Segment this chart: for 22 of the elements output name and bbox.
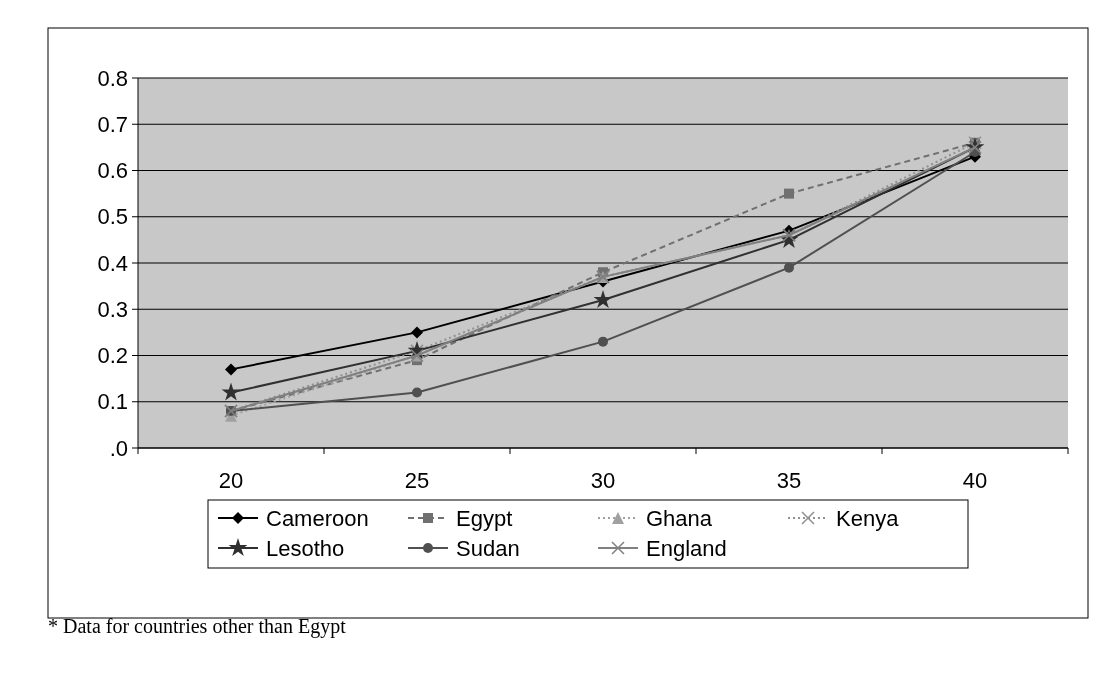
y-tick-label: 0.8 xyxy=(97,65,128,91)
legend-label: Sudan xyxy=(456,535,520,561)
x-tick-label: 20 xyxy=(218,468,244,493)
y-tick-label: 0.3 xyxy=(97,296,128,322)
y-tick-label: 0.2 xyxy=(97,343,128,369)
x-tick-label: 30 xyxy=(590,468,616,493)
y-tick-label: 0.7 xyxy=(97,111,128,137)
y-tick-label: 0.1 xyxy=(97,389,128,415)
legend-label: England xyxy=(646,535,727,561)
x-tick-label: 25 xyxy=(404,468,430,493)
y-tick-label: .0 xyxy=(109,435,128,461)
text: * Data for countries other than Egypt xyxy=(48,615,347,638)
x-tick-label: 35 xyxy=(776,468,802,493)
y-tick-label: 0.4 xyxy=(97,250,128,276)
y-tick-label: 0.5 xyxy=(97,204,128,230)
y-tick-label: 0.6 xyxy=(97,158,128,184)
x-tick-label: 40 xyxy=(962,468,988,493)
legend-label: Cameroon xyxy=(266,505,369,531)
legend-label: Lesotho xyxy=(266,535,345,561)
legend-label: Egypt xyxy=(456,505,513,531)
legend-label: Kenya xyxy=(836,505,900,531)
legend-label: Ghana xyxy=(646,505,713,531)
